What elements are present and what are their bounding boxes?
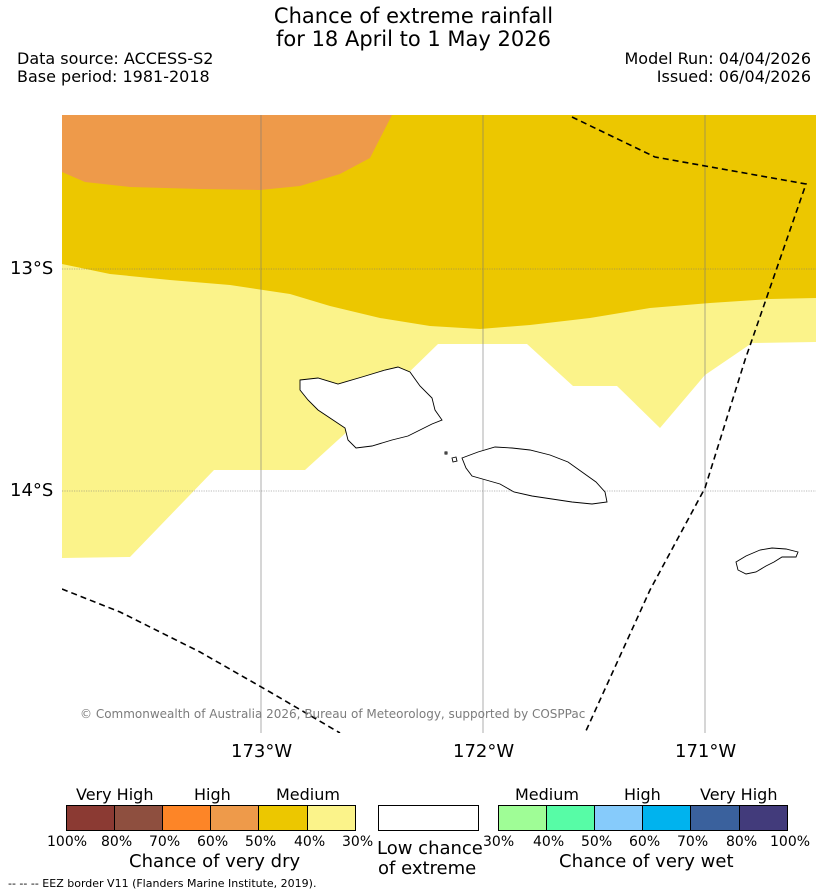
dry-level-high: High (194, 785, 231, 804)
wet-tick-30: 30% (483, 834, 515, 850)
wet-swatch-30-40 (498, 805, 547, 831)
dry-swatch-80-70 (115, 805, 163, 831)
map-title-line2: for 18 April to 1 May 2026 (276, 27, 551, 51)
wet-caption: Chance of very wet (559, 851, 734, 872)
lat-label-14s: 14°S (10, 480, 54, 501)
wet-swatch-40-50 (547, 805, 595, 831)
lon-label-173w: 173°W (231, 741, 293, 762)
dry-tick-60: 60% (197, 834, 229, 850)
dry-tick-100: 100% (47, 834, 88, 850)
wet-tick-100: 100% (770, 834, 811, 850)
wet-swatch-70-80 (691, 805, 740, 831)
dry-swatch-100-80 (66, 805, 115, 831)
low-chance-swatch (378, 805, 479, 831)
high-region (62, 115, 392, 190)
islet (451, 456, 458, 463)
dry-swatch-60-50 (211, 805, 259, 831)
eez-note: -- -- -- EEZ border V11 (Flanders Marine… (8, 877, 317, 890)
islands (299, 366, 799, 575)
dry-swatch-40-30 (308, 805, 356, 831)
island-upolu (461, 446, 608, 505)
low-chance-line1: Low chance (377, 838, 483, 859)
wet-tick-50: 50% (581, 834, 613, 850)
wet-swatch-80-100 (740, 805, 788, 831)
dry-swatch-70-60 (163, 805, 211, 831)
dry-level-medium: Medium (276, 785, 340, 804)
dry-tick-70: 70% (149, 834, 181, 850)
base-period: Base period: 1981-2018 (17, 67, 210, 86)
wet-tick-70: 70% (677, 834, 709, 850)
dry-swatch-50-40 (259, 805, 308, 831)
model-run: Model Run: 04/04/2026 (624, 49, 812, 68)
dry-tick-80: 80% (101, 834, 133, 850)
island-tutuila (735, 547, 799, 575)
lon-label-171w: 171°W (675, 741, 737, 762)
wet-tick-80: 80% (726, 834, 758, 850)
low-chance-line2: of extreme (378, 858, 477, 879)
wet-tick-60: 60% (629, 834, 661, 850)
island-savaii (299, 366, 443, 449)
islet (444, 451, 448, 455)
map-title-line1: Chance of extreme rainfall (273, 4, 554, 28)
wet-tick-40: 40% (533, 834, 565, 850)
wet-swatch-60-70 (643, 805, 691, 831)
dry-level-very-high: Very High (76, 785, 154, 804)
wet-swatch-50-60 (595, 805, 643, 831)
dry-tick-40: 40% (294, 834, 326, 850)
dry-caption: Chance of very dry (129, 851, 301, 872)
wet-level-medium: Medium (515, 785, 579, 804)
dry-tick-30: 30% (342, 834, 374, 850)
graticule (62, 115, 816, 733)
wet-level-high: High (624, 785, 661, 804)
lat-label-13s: 13°S (10, 258, 54, 279)
data-source: Data source: ACCESS-S2 (17, 49, 214, 68)
lon-label-172w: 172°W (453, 741, 515, 762)
dry-tick-50: 50% (245, 834, 277, 850)
wet-level-very-high: Very High (700, 785, 778, 804)
copyright-note: © Commonwealth of Australia 2026, Bureau… (80, 707, 586, 721)
issued-date: Issued: 06/04/2026 (656, 67, 811, 86)
eez-border (62, 116, 808, 733)
